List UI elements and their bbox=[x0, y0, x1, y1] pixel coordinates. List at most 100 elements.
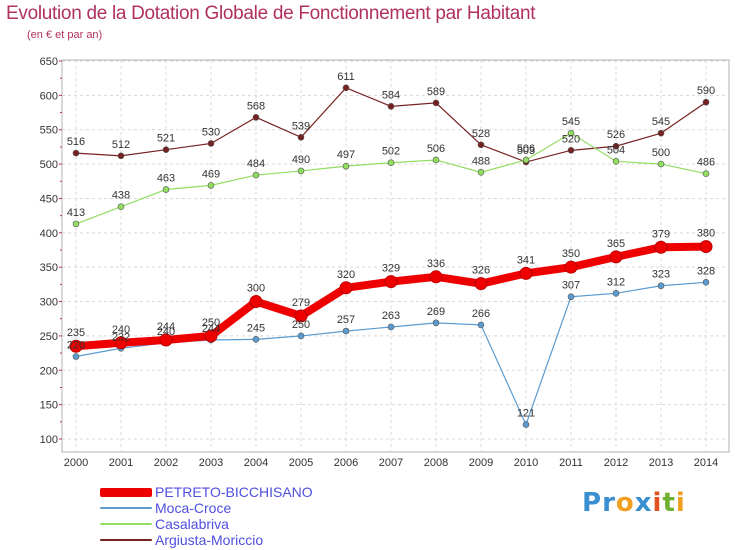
data-label: 328 bbox=[697, 265, 715, 277]
data-point bbox=[699, 240, 713, 254]
data-point bbox=[567, 129, 575, 137]
data-label: 341 bbox=[517, 254, 535, 266]
data-label: 250 bbox=[202, 317, 220, 329]
legend-swatch bbox=[100, 539, 152, 541]
data-point bbox=[342, 327, 350, 335]
data-label: 244 bbox=[157, 321, 175, 333]
x-tick-label: 2006 bbox=[334, 457, 358, 469]
legend-label: Moca-Croce bbox=[155, 500, 232, 516]
y-tick-label: 150 bbox=[40, 400, 58, 412]
x-tick-label: 2007 bbox=[379, 457, 403, 469]
y-tick-label: 600 bbox=[40, 90, 58, 102]
data-point bbox=[207, 140, 215, 147]
data-label: 528 bbox=[472, 128, 490, 140]
legend-item: Moca-Croce bbox=[100, 500, 313, 516]
data-point bbox=[654, 240, 668, 254]
data-label: 497 bbox=[337, 149, 355, 161]
data-point bbox=[342, 84, 350, 92]
y-tick-label: 550 bbox=[40, 125, 58, 137]
data-point bbox=[477, 169, 485, 176]
data-label: 506 bbox=[427, 143, 445, 155]
data-point bbox=[72, 220, 80, 228]
y-tick-label: 100 bbox=[40, 434, 58, 446]
data-point bbox=[432, 319, 440, 327]
data-point bbox=[339, 281, 353, 295]
data-point bbox=[294, 309, 308, 323]
data-point bbox=[162, 146, 170, 153]
data-label: 504 bbox=[607, 144, 625, 156]
data-label: 490 bbox=[292, 154, 310, 166]
data-label: 121 bbox=[517, 408, 535, 420]
x-tick-label: 2008 bbox=[424, 457, 448, 469]
series-3 bbox=[72, 84, 710, 166]
data-point bbox=[657, 282, 665, 290]
x-tick-label: 2002 bbox=[154, 457, 178, 469]
data-label: 503 bbox=[517, 145, 535, 157]
data-label: 323 bbox=[652, 269, 670, 281]
data-point bbox=[477, 141, 485, 149]
data-label: 312 bbox=[607, 276, 625, 288]
data-point bbox=[387, 103, 395, 110]
data-label: 279 bbox=[292, 297, 310, 309]
data-point bbox=[702, 98, 710, 106]
legend-item: Casalabriva bbox=[100, 516, 313, 532]
data-label: 545 bbox=[652, 116, 670, 128]
data-label: 589 bbox=[427, 86, 445, 98]
data-point bbox=[69, 339, 83, 353]
data-point bbox=[207, 182, 215, 189]
data-point bbox=[114, 336, 128, 350]
logo-letter: r bbox=[602, 488, 616, 518]
logo-letter: x bbox=[634, 488, 653, 518]
data-label: 413 bbox=[67, 207, 85, 219]
data-point bbox=[117, 152, 125, 160]
data-point bbox=[387, 323, 395, 331]
data-label: 350 bbox=[562, 248, 580, 260]
series-2 bbox=[72, 129, 710, 228]
data-label: 244 bbox=[202, 323, 220, 335]
data-label: 379 bbox=[652, 228, 670, 240]
data-point bbox=[252, 114, 260, 121]
y-tick-label: 300 bbox=[40, 297, 58, 309]
data-label: 240 bbox=[157, 326, 175, 338]
data-point bbox=[657, 160, 665, 168]
data-point bbox=[519, 266, 533, 280]
logo-letter: i bbox=[652, 488, 663, 518]
data-label: 512 bbox=[112, 139, 130, 151]
data-point bbox=[567, 293, 575, 301]
data-point bbox=[432, 99, 440, 107]
logo-letter: t bbox=[662, 488, 676, 518]
data-label: 516 bbox=[67, 136, 85, 148]
legend-item: Argiusta-Moriccio bbox=[100, 532, 313, 548]
data-label: 300 bbox=[247, 283, 265, 295]
data-point bbox=[429, 270, 443, 284]
data-label: 257 bbox=[337, 314, 355, 326]
y-tick-label: 650 bbox=[40, 56, 58, 68]
data-point bbox=[567, 147, 575, 154]
data-point bbox=[432, 156, 440, 164]
data-point bbox=[249, 295, 263, 309]
data-point bbox=[609, 250, 623, 264]
data-point bbox=[477, 321, 485, 329]
data-label: 568 bbox=[247, 100, 265, 112]
legend-label: Argiusta-Moriccio bbox=[155, 532, 264, 548]
x-tick-label: 2014 bbox=[694, 457, 718, 469]
data-label: 486 bbox=[697, 157, 715, 169]
data-label: 307 bbox=[562, 280, 580, 292]
data-label: 539 bbox=[292, 120, 310, 132]
x-tick-label: 2009 bbox=[469, 457, 493, 469]
legend-swatch bbox=[100, 523, 152, 525]
data-point bbox=[612, 142, 620, 150]
logo-letter: i bbox=[675, 488, 686, 518]
data-label: 520 bbox=[562, 133, 580, 145]
data-point bbox=[702, 279, 710, 286]
data-label: 611 bbox=[337, 71, 355, 83]
data-label: 320 bbox=[337, 269, 355, 281]
data-label: 545 bbox=[562, 116, 580, 128]
x-tick-label: 2011 bbox=[559, 457, 583, 469]
data-point bbox=[162, 186, 170, 193]
data-label: 263 bbox=[382, 310, 400, 322]
data-point bbox=[252, 336, 260, 343]
data-point bbox=[702, 170, 710, 178]
x-tick-label: 2005 bbox=[289, 457, 313, 469]
